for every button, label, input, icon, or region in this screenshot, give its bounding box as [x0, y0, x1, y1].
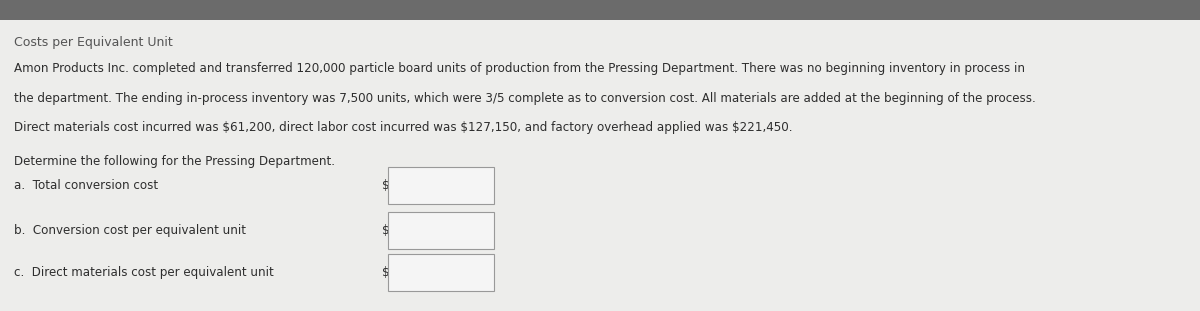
FancyBboxPatch shape — [388, 254, 494, 291]
Text: c.  Direct materials cost per equivalent unit: c. Direct materials cost per equivalent … — [14, 267, 274, 279]
Text: the department. The ending in-process inventory was 7,500 units, which were 3/5 : the department. The ending in-process in… — [14, 92, 1036, 105]
Text: Direct materials cost incurred was $61,200, direct labor cost incurred was $127,: Direct materials cost incurred was $61,2… — [14, 121, 793, 134]
FancyBboxPatch shape — [0, 0, 1200, 20]
Text: a.  Total conversion cost: a. Total conversion cost — [14, 179, 158, 192]
Text: $: $ — [382, 225, 389, 237]
FancyBboxPatch shape — [388, 212, 494, 249]
Text: $: $ — [382, 267, 389, 279]
Text: Costs per Equivalent Unit: Costs per Equivalent Unit — [14, 36, 173, 49]
Text: Amon Products Inc. completed and transferred 120,000 particle board units of pro: Amon Products Inc. completed and transfe… — [14, 62, 1026, 75]
FancyBboxPatch shape — [388, 167, 494, 204]
Text: $: $ — [382, 179, 389, 192]
Text: Determine the following for the Pressing Department.: Determine the following for the Pressing… — [14, 156, 340, 169]
Text: b.  Conversion cost per equivalent unit: b. Conversion cost per equivalent unit — [14, 225, 246, 237]
